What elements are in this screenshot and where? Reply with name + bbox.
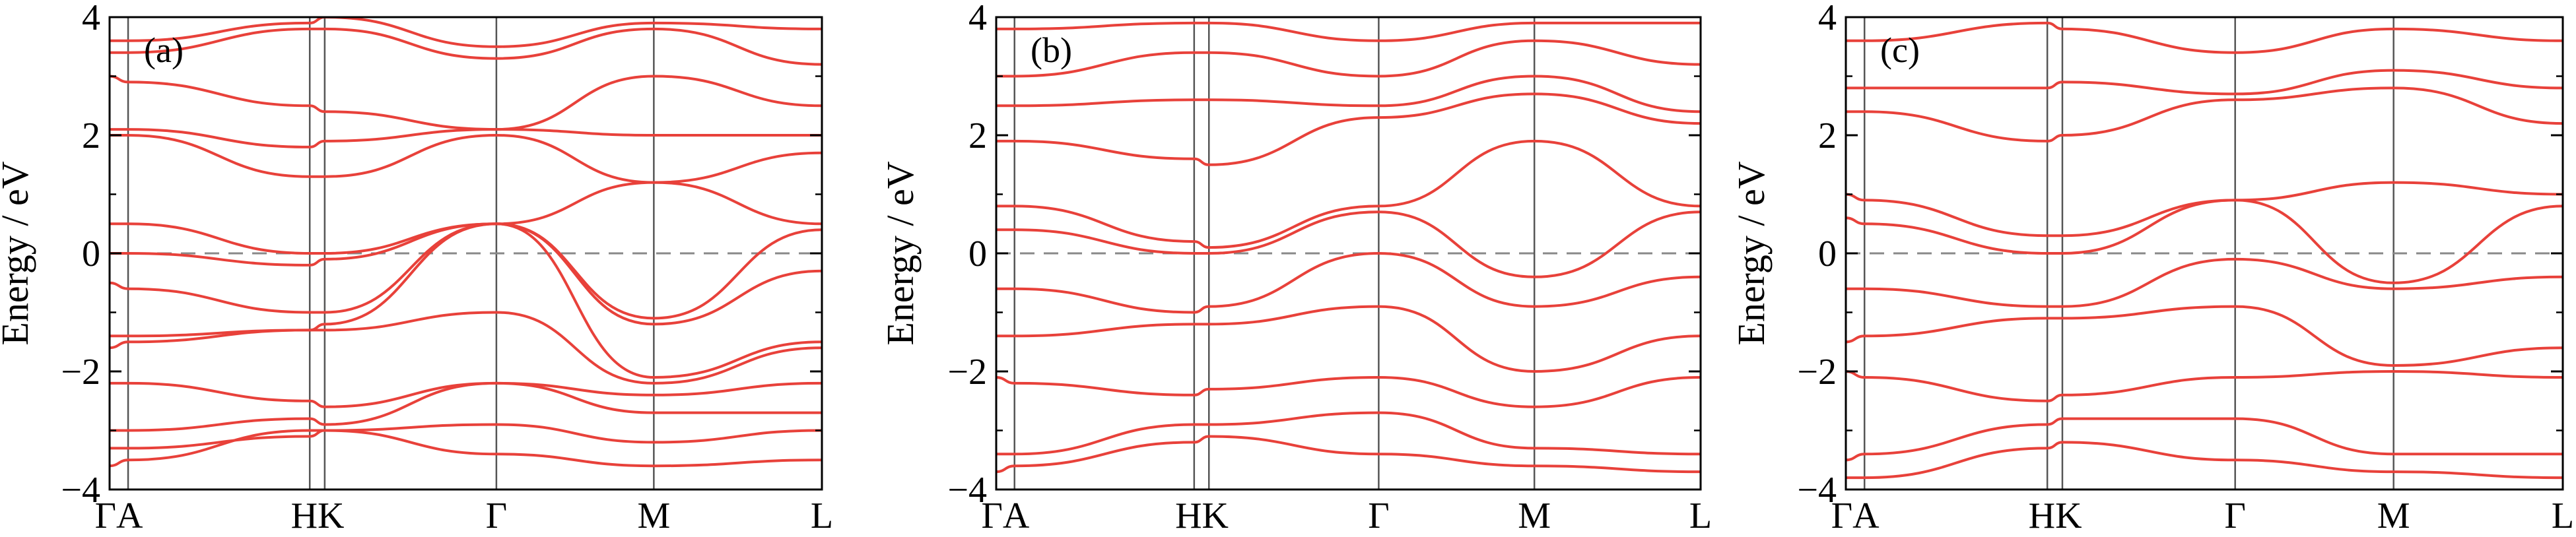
band-line-7 (110, 222, 822, 326)
x-tick-label: Γ (486, 495, 507, 534)
band-line-9 (1846, 69, 2563, 96)
y-tick-label: −2 (61, 352, 100, 393)
x-tick-label: Γ (2225, 495, 2246, 534)
panel-label: (a) (144, 30, 184, 70)
y-tick-label: −2 (947, 352, 987, 393)
band-line-5 (1846, 257, 2563, 308)
band-line-8 (1846, 86, 2563, 142)
y-tick-label: 4 (82, 0, 100, 38)
band-line-13 (110, 27, 822, 66)
y-tick-label: −4 (1797, 470, 1837, 511)
band-line-3 (996, 375, 1701, 408)
band-line-1 (1846, 441, 2563, 480)
band-line-6 (110, 222, 822, 379)
x-tick-label: Γ (1368, 495, 1389, 534)
band-line-1 (996, 435, 1701, 474)
band-line-7 (1846, 181, 2563, 237)
band-line-4 (996, 305, 1701, 373)
band-line-3 (110, 381, 822, 432)
band-line-4 (110, 381, 822, 408)
x-tick-label: M (2377, 495, 2410, 534)
band-line-5 (110, 311, 822, 385)
x-tick-label: HK (1175, 495, 1229, 534)
y-tick-label: 2 (1818, 115, 1837, 156)
band-line-11 (996, 21, 1701, 42)
y-tick-label: 4 (968, 0, 987, 38)
x-tick-label: HK (291, 495, 345, 534)
band-line-4 (1846, 305, 2563, 367)
band-line-2 (996, 411, 1701, 456)
band-line-1 (110, 429, 822, 468)
band-line-12 (110, 75, 822, 131)
band-line-10 (996, 39, 1701, 78)
bands-group (996, 21, 1701, 474)
panel-a: 4 2 0 −2 −4ΓA HK Γ M L Energy / eV (a) (0, 0, 833, 536)
x-tick-label: ΓA (1831, 495, 1880, 534)
y-tick-label: 0 (82, 234, 100, 274)
panel-c: 4 2 0 −2 −4ΓA HK Γ M L Energy / eV (c) (1730, 0, 2574, 536)
band-line-6 (1846, 199, 2563, 284)
x-tick-label: HK (2029, 495, 2082, 534)
panel-label: (b) (1031, 30, 1072, 70)
y-tick-label: −2 (1797, 352, 1837, 393)
band-line-7 (996, 139, 1701, 249)
band-line-3 (1846, 369, 2563, 402)
y-axis-label: Energy / eV (1730, 161, 1773, 345)
band-line-6 (996, 210, 1701, 278)
band-line-9 (110, 181, 822, 255)
x-tick-label: ΓA (981, 495, 1029, 534)
y-tick-label: −4 (947, 470, 987, 511)
band-line-10 (1846, 21, 2563, 54)
y-tick-label: 4 (1818, 0, 1837, 38)
y-axis-label: Energy / eV (879, 161, 922, 345)
band-line-10 (110, 133, 822, 184)
y-tick-label: −4 (61, 470, 100, 511)
x-tick-label: M (1518, 495, 1551, 534)
band-line-5 (996, 251, 1701, 314)
x-tick-label: ΓA (95, 495, 143, 534)
x-tick-label: M (637, 495, 670, 534)
band-line-9 (996, 75, 1701, 113)
band-line-8 (996, 92, 1701, 166)
x-tick-label: L (1689, 495, 1712, 534)
y-tick-label: 0 (1818, 234, 1837, 274)
x-tick-label: L (811, 495, 833, 534)
band-line-8 (110, 222, 822, 320)
bands-group (110, 17, 822, 468)
y-tick-label: 0 (968, 234, 987, 274)
y-tick-label: 2 (968, 115, 987, 156)
panel-label: (c) (1880, 30, 1920, 70)
band-line-2 (110, 423, 822, 450)
band-line-14 (110, 17, 822, 48)
bands-group (1846, 21, 2563, 480)
band-line-11 (110, 128, 822, 148)
panel-b: 4 2 0 −2 −4ΓA HK Γ M L Energy / eV (b) (879, 0, 1712, 536)
band-line-2 (1846, 417, 2563, 462)
x-tick-label: L (2552, 495, 2574, 534)
y-axis-label: Energy / eV (0, 161, 36, 345)
y-tick-label: 2 (82, 115, 100, 156)
